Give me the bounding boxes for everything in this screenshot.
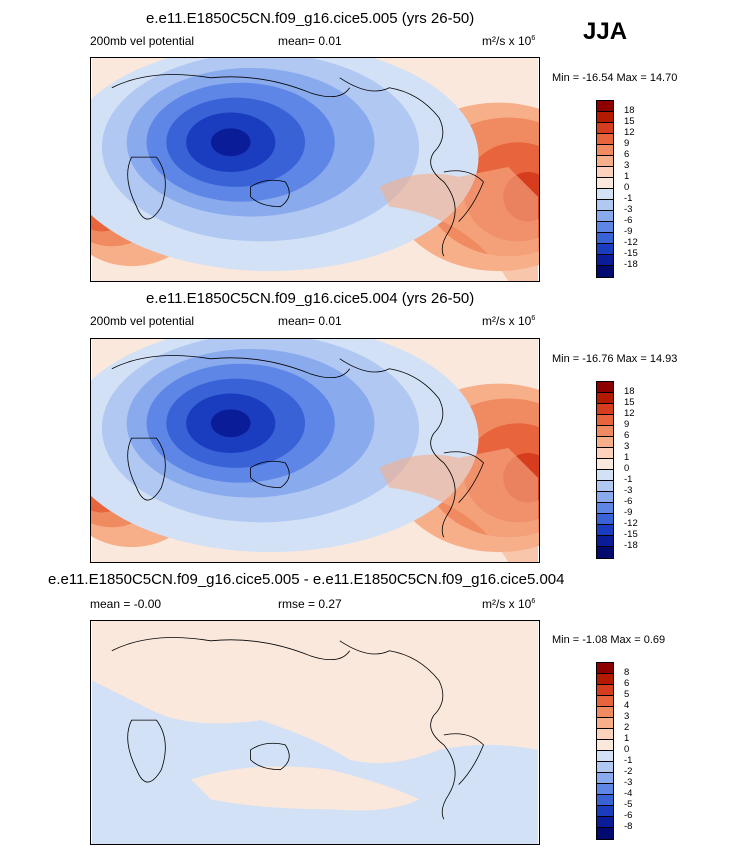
colorbar-tick-label: -8	[624, 821, 633, 832]
colorbar-tick-label: 12	[624, 127, 635, 138]
colorbar-tick-label: 6	[624, 678, 630, 689]
colorbar-tick-label: -6	[624, 496, 633, 507]
colorbar-tick-label: -4	[624, 788, 633, 799]
panel1-title: e.e11.E1850C5CN.f09_g16.cice5.005 (yrs 2…	[146, 10, 475, 27]
colorbar-tick-label: -15	[624, 529, 638, 540]
colorbar-tick-label: 3	[624, 160, 630, 171]
colorbar-tick-label: -15	[624, 248, 638, 259]
season-label: JJA	[583, 18, 628, 45]
panel2-center-label: mean= 0.01	[278, 314, 342, 328]
colorbar-tick-label: 2	[624, 722, 630, 733]
colorbar-tick-label: -9	[624, 226, 633, 237]
panel2-colorbar	[596, 381, 614, 559]
colorbar-tick-label: 0	[624, 744, 630, 755]
colorbar-tick-label: 18	[624, 386, 635, 397]
colorbar-tick-label: 18	[624, 105, 635, 116]
colorbar-tick-label: -6	[624, 810, 633, 821]
colorbar-tick-label: 9	[624, 138, 630, 149]
colorbar-tick-label: -2	[624, 766, 633, 777]
colorbar-tick-label: -1	[624, 755, 633, 766]
colorbar-tick-label: -6	[624, 215, 633, 226]
panel2-minmax: Min = -16.76 Max = 14.93	[552, 353, 678, 365]
panel3-left-label: mean = -0.00	[90, 597, 162, 611]
panel2-left-label: 200mb vel potential	[90, 314, 195, 328]
colorbar-tick-label: -3	[624, 485, 633, 496]
panel1-colorbar	[596, 100, 614, 278]
panel3-map	[90, 620, 540, 845]
colorbar-tick-label: 9	[624, 419, 630, 430]
panel3-center-label: rmse = 0.27	[278, 597, 342, 611]
colorbar-tick-label: -5	[624, 799, 633, 810]
colorbar-tick-label: 8	[624, 667, 630, 678]
colorbar-tick-label: -1	[624, 193, 633, 204]
panel3-units: m²/s x 106	[482, 597, 536, 611]
panel3-title: e.e11.E1850C5CN.f09_g16.cice5.005 - e.e1…	[48, 571, 565, 588]
colorbar-tick-label: 3	[624, 711, 630, 722]
panel2-title: e.e11.E1850C5CN.f09_g16.cice5.004 (yrs 2…	[146, 290, 475, 307]
colorbar-tick-label: 3	[624, 441, 630, 452]
colorbar-tick-label: -18	[624, 259, 638, 270]
colorbar-tick-label: 0	[624, 182, 630, 193]
colorbar-tick-label: 1	[624, 452, 630, 463]
panel2-map	[90, 338, 540, 563]
colorbar-tick-label: 15	[624, 116, 635, 127]
colorbar-tick-label: 1	[624, 733, 630, 744]
colorbar-tick-label: 1	[624, 171, 630, 182]
panel1-left-label: 200mb vel potential	[90, 34, 195, 48]
panel3-colorbar	[596, 662, 614, 840]
colorbar-tick-label: -12	[624, 518, 638, 529]
colorbar-tick-label: -9	[624, 507, 633, 518]
panel2-units: m²/s x 106	[482, 314, 536, 328]
colorbar-tick-label: 6	[624, 430, 630, 441]
colorbar-tick-label: 0	[624, 463, 630, 474]
colorbar-tick-label: -3	[624, 777, 633, 788]
colorbar-tick-label: 6	[624, 149, 630, 160]
colorbar-tick-label: -1	[624, 474, 633, 485]
colorbar-tick-label: 4	[624, 700, 630, 711]
panel1-center-label: mean= 0.01	[278, 34, 342, 48]
panel3-minmax: Min = -1.08 Max = 0.69	[552, 634, 666, 646]
colorbar-tick-label: 5	[624, 689, 630, 700]
colorbar-tick-label: -12	[624, 237, 638, 248]
colorbar-tick-label: -3	[624, 204, 633, 215]
colorbar-tick-label: 15	[624, 397, 635, 408]
panel1-map	[90, 57, 540, 282]
panel1-minmax: Min = -16.54 Max = 14.70	[552, 72, 678, 84]
panel1-units: m²/s x 106	[482, 34, 536, 48]
colorbar-tick-label: -18	[624, 540, 638, 551]
colorbar-tick-label: 12	[624, 408, 635, 419]
